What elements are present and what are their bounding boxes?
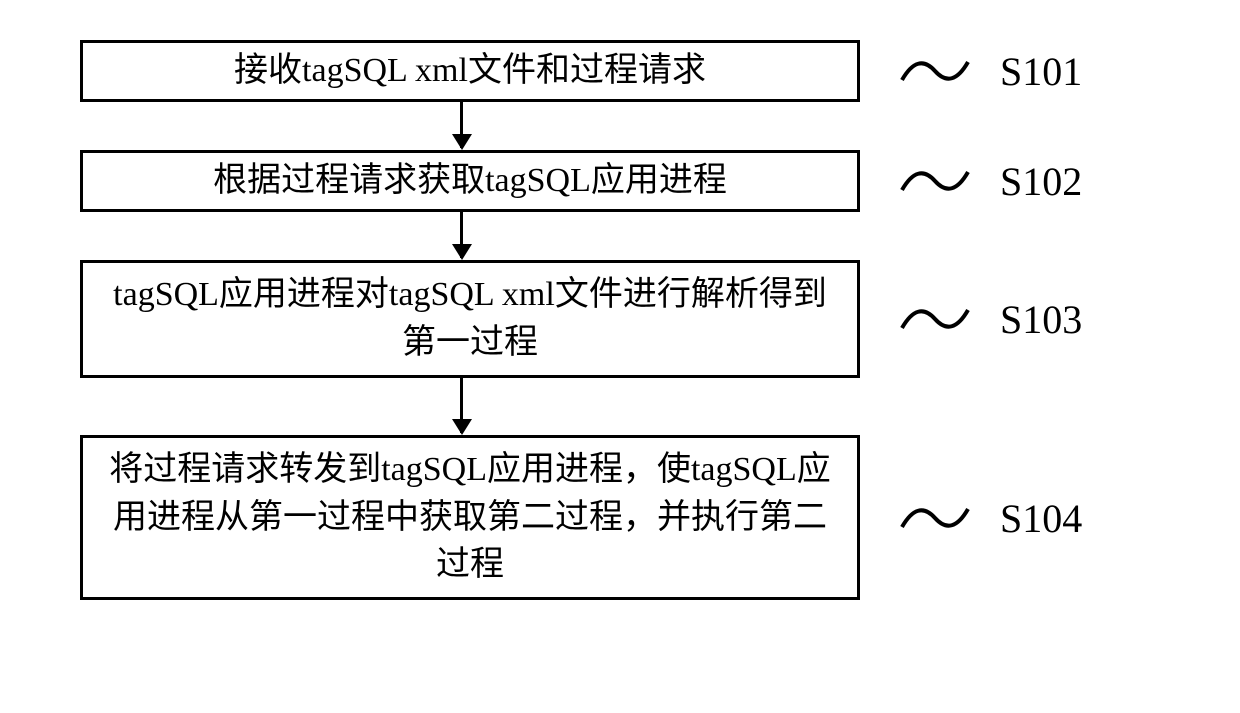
- flow-step-s103: tagSQL应用进程对tagSQL xml文件进行解析得到第一过程: [80, 260, 860, 378]
- tilde-icon: [900, 304, 970, 334]
- step-label-s104: S104: [1000, 495, 1082, 542]
- flow-step-text: 接收tagSQL xml文件和过程请求: [234, 47, 706, 95]
- flow-step-s101: 接收tagSQL xml文件和过程请求: [80, 40, 860, 102]
- flow-step-text: 根据过程请求获取tagSQL应用进程: [213, 157, 727, 205]
- flowchart-container: 接收tagSQL xml文件和过程请求 S101 根据过程请求获取tagSQL应…: [0, 20, 1240, 713]
- step-label-s101: S101: [1000, 48, 1082, 95]
- tilde-icon: [900, 56, 970, 86]
- flow-arrow: [460, 212, 463, 258]
- flow-step-s102: 根据过程请求获取tagSQL应用进程: [80, 150, 860, 212]
- flow-step-s104: 将过程请求转发到tagSQL应用进程，使tagSQL应用进程从第一过程中获取第二…: [80, 435, 860, 600]
- flow-arrow: [460, 378, 463, 433]
- step-label-s102: S102: [1000, 158, 1082, 205]
- flow-step-text: 将过程请求转发到tagSQL应用进程，使tagSQL应用进程从第一过程中获取第二…: [99, 446, 841, 589]
- tilde-icon: [900, 503, 970, 533]
- tilde-icon: [900, 166, 970, 196]
- step-label-s103: S103: [1000, 296, 1082, 343]
- flow-arrow: [460, 102, 463, 148]
- flow-step-text: tagSQL应用进程对tagSQL xml文件进行解析得到第一过程: [99, 271, 841, 366]
